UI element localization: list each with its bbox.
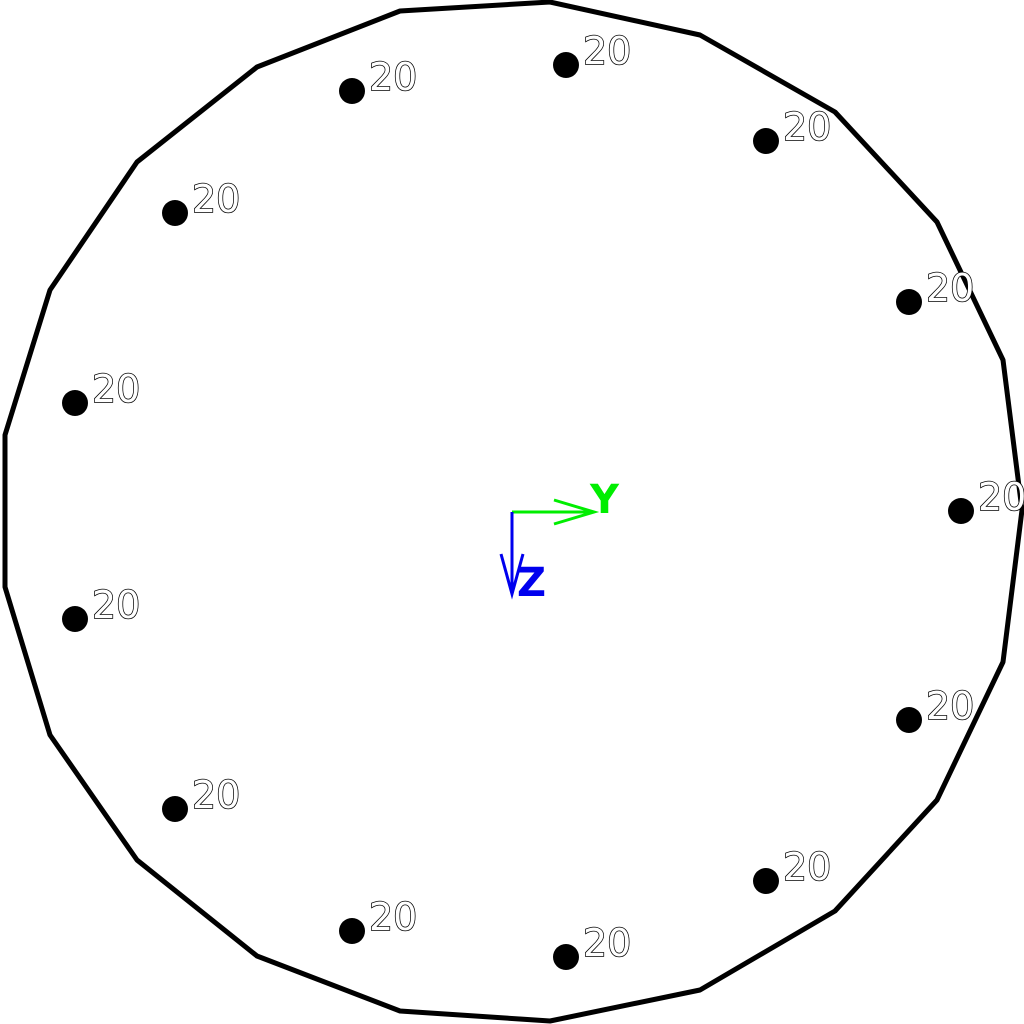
rebar-label-10: 20 — [92, 583, 140, 627]
y-axis-label: Y — [589, 477, 620, 523]
rebar-11 — [62, 390, 88, 416]
rebar-label-8: 20 — [369, 895, 417, 939]
rebar-label-6: 20 — [783, 845, 831, 889]
rebar-label-12: 20 — [192, 177, 240, 221]
rebar-label-11: 20 — [92, 367, 140, 411]
rebar-label-1: 20 — [583, 29, 631, 73]
rebar-3 — [896, 289, 922, 315]
rebar-2 — [753, 128, 779, 154]
rebar-10 — [62, 606, 88, 632]
rebar-5 — [896, 707, 922, 733]
z-axis-arrow-icon — [499, 553, 525, 600]
rebar-label-4: 20 — [978, 475, 1024, 519]
rebar-13 — [339, 78, 365, 104]
rebar-9 — [162, 796, 188, 822]
rebar-label-9: 20 — [192, 773, 240, 817]
rebar-1 — [553, 52, 579, 78]
rebar-label-13: 20 — [369, 55, 417, 99]
rebar-label-3: 20 — [926, 266, 974, 310]
z-axis-label: Z — [517, 560, 546, 606]
rebar-group: 20 20 20 20 20 20 20 20 20 20 20 20 20 20 — [62, 28, 1024, 1019]
rebar-4 — [948, 498, 974, 524]
rebar-label-7: 20 — [583, 921, 631, 965]
rebar-8 — [339, 918, 365, 944]
rebar-7 — [553, 944, 579, 970]
rebar-label-2: 20 — [783, 105, 831, 149]
rebar-label-5: 20 — [926, 684, 974, 728]
rebar-12 — [162, 200, 188, 226]
y-axis-arrow-icon — [553, 498, 600, 526]
rebar-label-extra-14: 20 — [1005, 1017, 1007, 1019]
axes: Y Z — [499, 477, 620, 606]
rebar-6 — [753, 868, 779, 894]
